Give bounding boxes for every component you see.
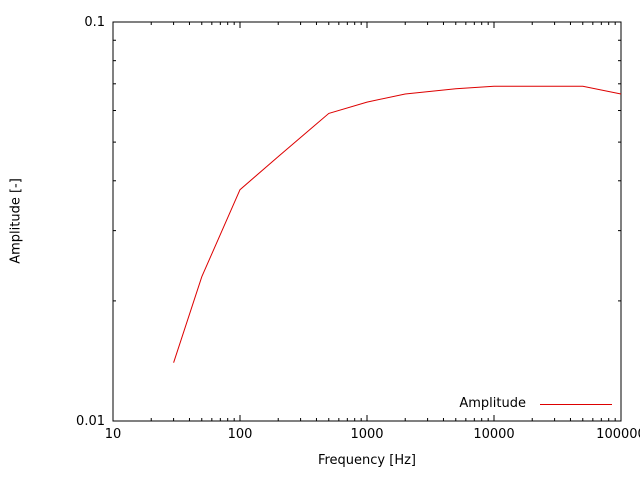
series-line-amplitude xyxy=(173,85,622,363)
y-tick-label: 0.01 xyxy=(76,414,105,429)
x-axis-label: Frequency [Hz] xyxy=(317,453,417,468)
x-tick-label: 10 xyxy=(105,427,122,442)
x-tick-label: 100 xyxy=(228,427,253,442)
x-tick-label: 10000 xyxy=(473,427,514,442)
legend-line-sample xyxy=(540,403,612,405)
y-tick-label: 0.1 xyxy=(84,15,105,30)
legend: Amplitude xyxy=(459,396,612,412)
y-axis-label: Amplitude [-] xyxy=(8,178,24,264)
legend-label: Amplitude xyxy=(459,396,526,411)
x-tick-label: 1000 xyxy=(350,427,383,442)
plot-border xyxy=(112,21,622,422)
